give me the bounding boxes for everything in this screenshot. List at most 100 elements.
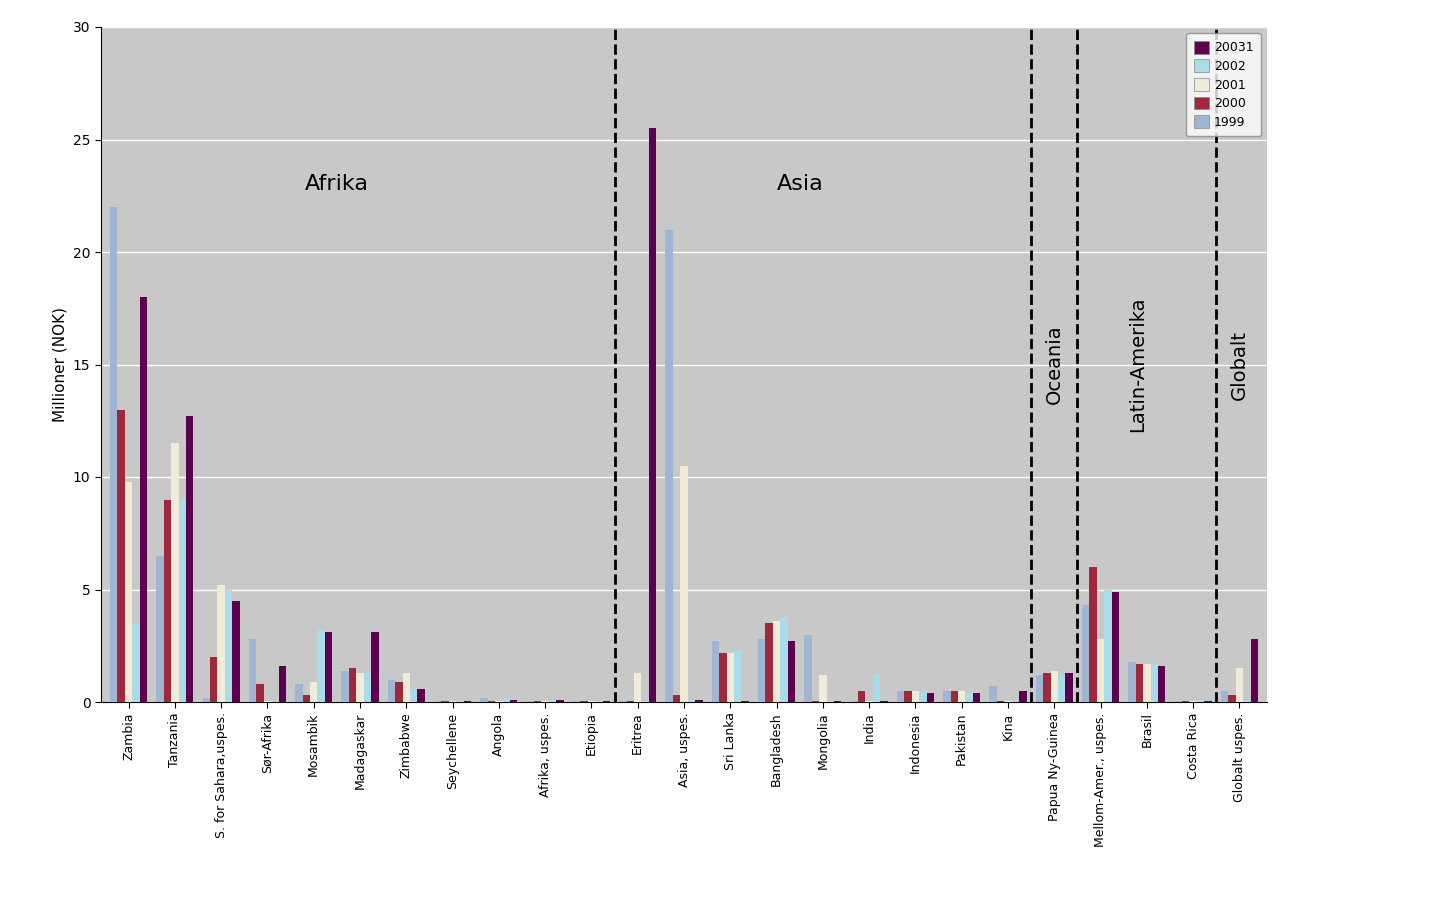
Legend: 20031, 2002, 2001, 2000, 1999: 20031, 2002, 2001, 2000, 1999 [1187,33,1261,137]
Bar [310,682,317,702]
Bar [1204,701,1211,702]
Bar [1090,567,1097,702]
Bar [418,688,425,702]
Bar [179,500,186,702]
Bar [573,701,580,702]
Bar [1151,664,1158,702]
Bar [1051,670,1058,702]
Bar [464,701,471,702]
Bar [926,693,935,702]
Bar [210,657,217,702]
Bar [588,701,595,702]
Bar [295,684,302,702]
Bar [503,698,510,702]
Y-axis label: Millioner (NOK): Millioner (NOK) [52,307,68,422]
Bar [858,691,865,702]
Bar [873,675,880,702]
Bar [341,670,348,702]
Bar [387,680,395,702]
Bar [780,616,788,702]
Bar [1250,639,1259,702]
Bar [742,701,749,702]
Bar [641,701,649,702]
Bar [481,698,488,702]
Bar [217,585,225,702]
Bar [958,691,965,702]
Bar [1158,666,1165,702]
Bar [449,701,456,702]
Bar [989,687,996,702]
Bar [1129,662,1136,702]
Bar [950,691,958,702]
Bar [456,701,464,702]
Text: Latin-Amerika: Latin-Amerika [1128,297,1148,432]
Bar [1136,664,1143,702]
Text: Asia: Asia [776,175,824,194]
Bar [364,673,372,702]
Bar [495,701,503,702]
Bar [1104,590,1112,702]
Text: Oceania: Oceania [1045,325,1064,404]
Bar [834,701,841,702]
Bar [734,650,742,702]
Bar [1058,675,1066,702]
Bar [602,701,611,702]
Bar [1236,668,1243,702]
Bar [488,701,495,702]
Text: Afrika: Afrika [305,175,369,194]
Bar [225,590,232,702]
Bar [1043,673,1051,702]
Bar [827,701,834,702]
Bar [186,416,193,702]
Bar [912,691,919,702]
Bar [1143,664,1151,702]
Bar [164,500,171,702]
Bar [904,691,912,702]
Bar [757,639,766,702]
Bar [1004,701,1012,702]
Bar [626,701,634,702]
Bar [696,700,703,702]
Bar [157,555,164,702]
Bar [1020,691,1027,702]
Bar [232,601,239,702]
Bar [556,700,563,702]
Bar [256,684,264,702]
Bar [851,701,858,702]
Bar [549,700,556,702]
Bar [1081,605,1090,702]
Bar [711,641,719,702]
Bar [680,466,688,702]
Bar [943,691,950,702]
Bar [919,691,926,702]
Bar [118,410,125,702]
Bar [271,701,278,702]
Bar [140,297,147,702]
Bar [541,701,549,702]
Bar [534,701,541,702]
Bar [410,688,418,702]
Bar [249,639,256,702]
Bar [1189,701,1197,702]
Bar [649,128,657,702]
Bar [634,673,641,702]
Bar [1175,701,1182,702]
Text: Globalt: Globalt [1230,329,1248,400]
Bar [1243,700,1250,702]
Bar [348,668,356,702]
Bar [819,675,827,702]
Bar [264,701,271,702]
Bar [132,623,140,702]
Bar [973,693,981,702]
Bar [865,701,873,702]
Bar [595,701,602,702]
Bar [125,482,132,702]
Bar [1112,592,1119,702]
Bar [897,691,904,702]
Bar [317,630,325,702]
Bar [1197,700,1204,702]
Bar [580,701,588,702]
Bar [403,673,410,702]
Bar [773,621,780,702]
Bar [665,230,672,702]
